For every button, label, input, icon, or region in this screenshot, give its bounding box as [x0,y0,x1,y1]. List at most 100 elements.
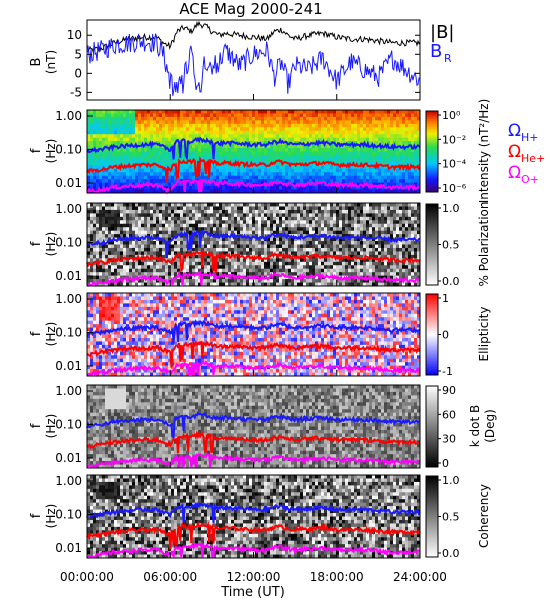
heatmap-cell [324,116,328,121]
heatmap-cell [210,227,214,232]
heatmap-cell [114,220,118,225]
heatmap-cell [237,265,241,270]
heatmap-cell [285,134,289,139]
heatmap-cell [288,154,292,159]
heatmap-cell [348,282,352,287]
heatmap-cell [339,223,343,228]
heatmap-cell [345,216,349,221]
heatmap-cell [150,186,154,190]
heatmap-cell [165,203,169,207]
heatmap-cell [207,272,211,277]
heatmap-cell [126,241,130,245]
heatmap-cell [345,209,349,214]
colorbar-step [426,159,438,163]
heatmap-cell [357,220,361,225]
heatmap-cell [393,127,397,132]
heatmap-cell [240,237,244,242]
heatmap-cell [381,120,385,125]
heatmap-cell [411,172,415,177]
heatmap-cell [144,241,148,245]
heatmap-cell [87,161,91,166]
heatmap-cell [192,282,196,287]
heatmap-cell [381,130,385,135]
heatmap-cell [153,168,157,173]
heatmap-cell [297,127,301,132]
heatmap-cell [222,154,226,159]
heatmap-cell [264,148,268,152]
heatmap-cell [210,209,214,214]
heatmap-cell [144,120,148,125]
heatmap-cell [165,213,169,218]
heatmap-cell [261,220,265,225]
heatmap-cell [240,230,244,235]
heatmap-cell [90,220,94,225]
heatmap-cell [255,130,259,135]
heatmap-cell [300,282,304,287]
heatmap-cell [285,223,289,228]
heatmap-cell [249,279,253,283]
heatmap-cell [108,172,112,177]
heatmap-cell [174,144,178,149]
heatmap-cell [150,130,154,135]
heatmap-cell [285,241,289,245]
heatmap-cell [201,223,205,228]
heatmap-cell [297,110,301,114]
heatmap-cell [108,203,112,207]
heatmap-cell [411,130,415,135]
heatmap-cell [279,120,283,125]
heatmap-cell [213,127,217,132]
heatmap-cell [411,141,415,145]
heatmap-cell [243,254,247,259]
heatmap-cell [114,254,118,259]
heatmap-cell [228,251,232,256]
heatmap-cell [258,158,262,163]
heatmap-cell [315,275,319,280]
heatmap-cell [120,268,124,273]
heatmap-cell [336,265,340,270]
heatmap-cell [156,206,160,211]
heatmap-cell [99,254,103,259]
heatmap-cell [96,234,100,238]
heatmap-cell [222,189,226,194]
heatmap-cell [99,141,103,145]
heatmap-cell [255,123,259,128]
heatmap-cell [411,127,415,132]
heatmap-cell [342,189,346,194]
heatmap-cell [99,134,103,139]
heatmap-cell [228,130,232,135]
heatmap-cell [345,220,349,225]
heatmap-cell [312,244,316,249]
heatmap-cell [240,244,244,249]
heatmap-cell [387,120,391,125]
heatmap-cell [120,227,124,232]
heatmap-cell [234,251,238,256]
heatmap-cell [156,158,160,163]
heatmap-cell [114,241,118,245]
heatmap-cell [207,237,211,242]
heatmap-cell [294,148,298,152]
heatmap-cell [360,179,364,184]
heatmap-cell [120,148,124,152]
heatmap-cell [249,130,253,135]
heatmap-cell [177,220,181,225]
heatmap-cell [327,134,331,139]
heatmap-cell [204,254,208,259]
heatmap-cell [285,244,289,249]
heatmap-cell [261,148,265,152]
heatmap-cell [288,216,292,221]
heatmap-cell [162,179,166,184]
heatmap-cell [402,110,406,114]
heatmap-cell [345,251,349,256]
heatmap-cell [321,220,325,225]
heatmap-cell [87,216,91,221]
heatmap-cell [291,110,295,114]
heatmap-cell [276,144,280,149]
heatmap-cell [318,137,322,142]
heatmap-cell [192,116,196,121]
heatmap-cell [276,258,280,263]
heatmap-cell [381,165,385,170]
heatmap-cell [135,186,139,190]
heatmap-cell [252,168,256,173]
heatmap-cell [222,127,226,132]
heatmap-cell [414,179,418,184]
